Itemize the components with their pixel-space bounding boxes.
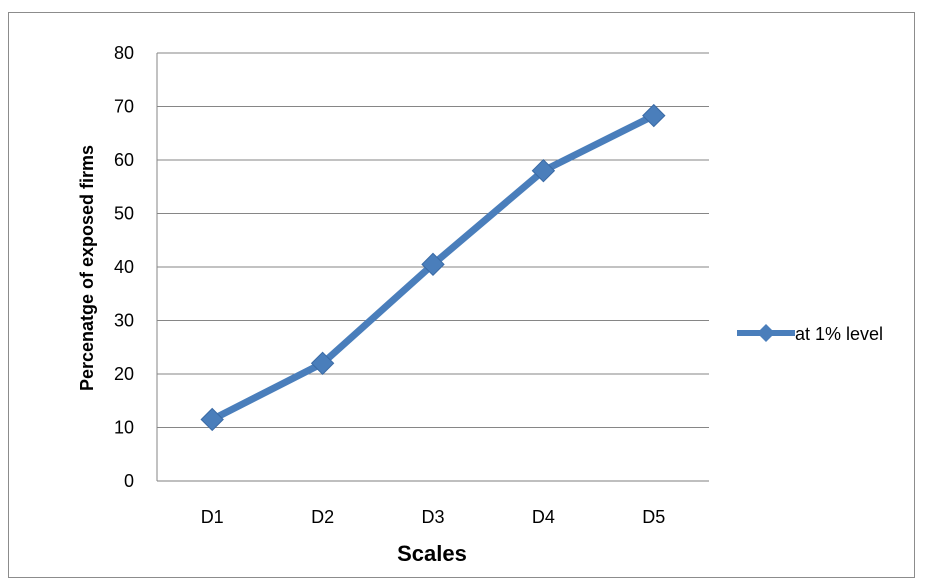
x-tick-label: D4 — [532, 507, 555, 527]
y-tick-label: 50 — [114, 204, 134, 224]
series-group — [200, 103, 666, 432]
x-tick-label: D1 — [201, 507, 224, 527]
legend: at 1% level — [737, 324, 883, 344]
legend-marker-diamond — [757, 324, 775, 342]
y-tick-label: 60 — [114, 150, 134, 170]
legend-label: at 1% level — [795, 324, 883, 344]
x-tick-label: D5 — [642, 507, 665, 527]
y-tick-label: 70 — [114, 97, 134, 117]
x-axis-title: Scales — [397, 541, 467, 566]
y-axis-ticks: 0 10 20 30 40 50 60 70 80 — [114, 43, 134, 491]
x-tick-label: D2 — [311, 507, 334, 527]
x-axis-ticks: D1 D2 D3 D4 D5 — [201, 507, 666, 527]
y-tick-label: 0 — [124, 471, 134, 491]
y-tick-label: 80 — [114, 43, 134, 63]
data-point-marker — [642, 103, 666, 128]
data-point-marker — [310, 351, 335, 376]
y-tick-label: 10 — [114, 418, 134, 438]
y-tick-label: 40 — [114, 257, 134, 277]
data-point-marker — [200, 407, 224, 432]
gridlines — [156, 52, 709, 482]
y-tick-label: 20 — [114, 364, 134, 384]
data-point-marker — [421, 252, 445, 277]
data-point-marker — [531, 158, 556, 183]
y-axis-title: Percenatge of exposed firms — [77, 145, 97, 391]
x-tick-label: D3 — [421, 507, 444, 527]
y-tick-label: 30 — [114, 311, 134, 331]
